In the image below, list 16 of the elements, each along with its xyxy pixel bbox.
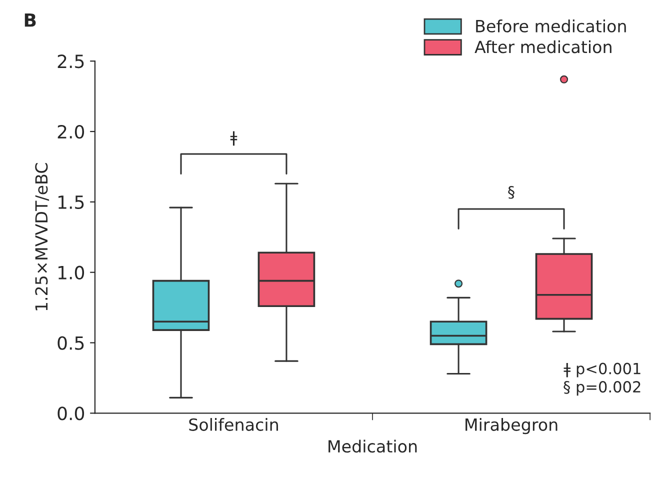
y-tick-label: 2.5	[58, 54, 84, 68]
y-tick-label: 0.5	[58, 336, 84, 350]
x-tick-label: Solifenacin	[189, 418, 278, 431]
y-tick-label: 1.5	[58, 196, 84, 210]
y-tick-label: 1.0	[58, 266, 84, 280]
x-axis-title: Medication	[328, 440, 417, 453]
legend-label: After medication	[474, 40, 612, 54]
y-tick-label: 2.0	[58, 124, 84, 139]
annotation: ǂ	[230, 131, 238, 146]
y-tick-label: 0.0	[58, 406, 84, 420]
annotation: §	[508, 186, 514, 199]
y-axis-title: 1.25×MVVDT/eBC	[35, 163, 50, 310]
x-tick-label: Mirabegron	[466, 418, 558, 434]
annotation: ǂ p<0.001 § p=0.002	[564, 362, 640, 396]
legend-label: Before medication	[476, 20, 626, 32]
text: B	[24, 13, 36, 27]
